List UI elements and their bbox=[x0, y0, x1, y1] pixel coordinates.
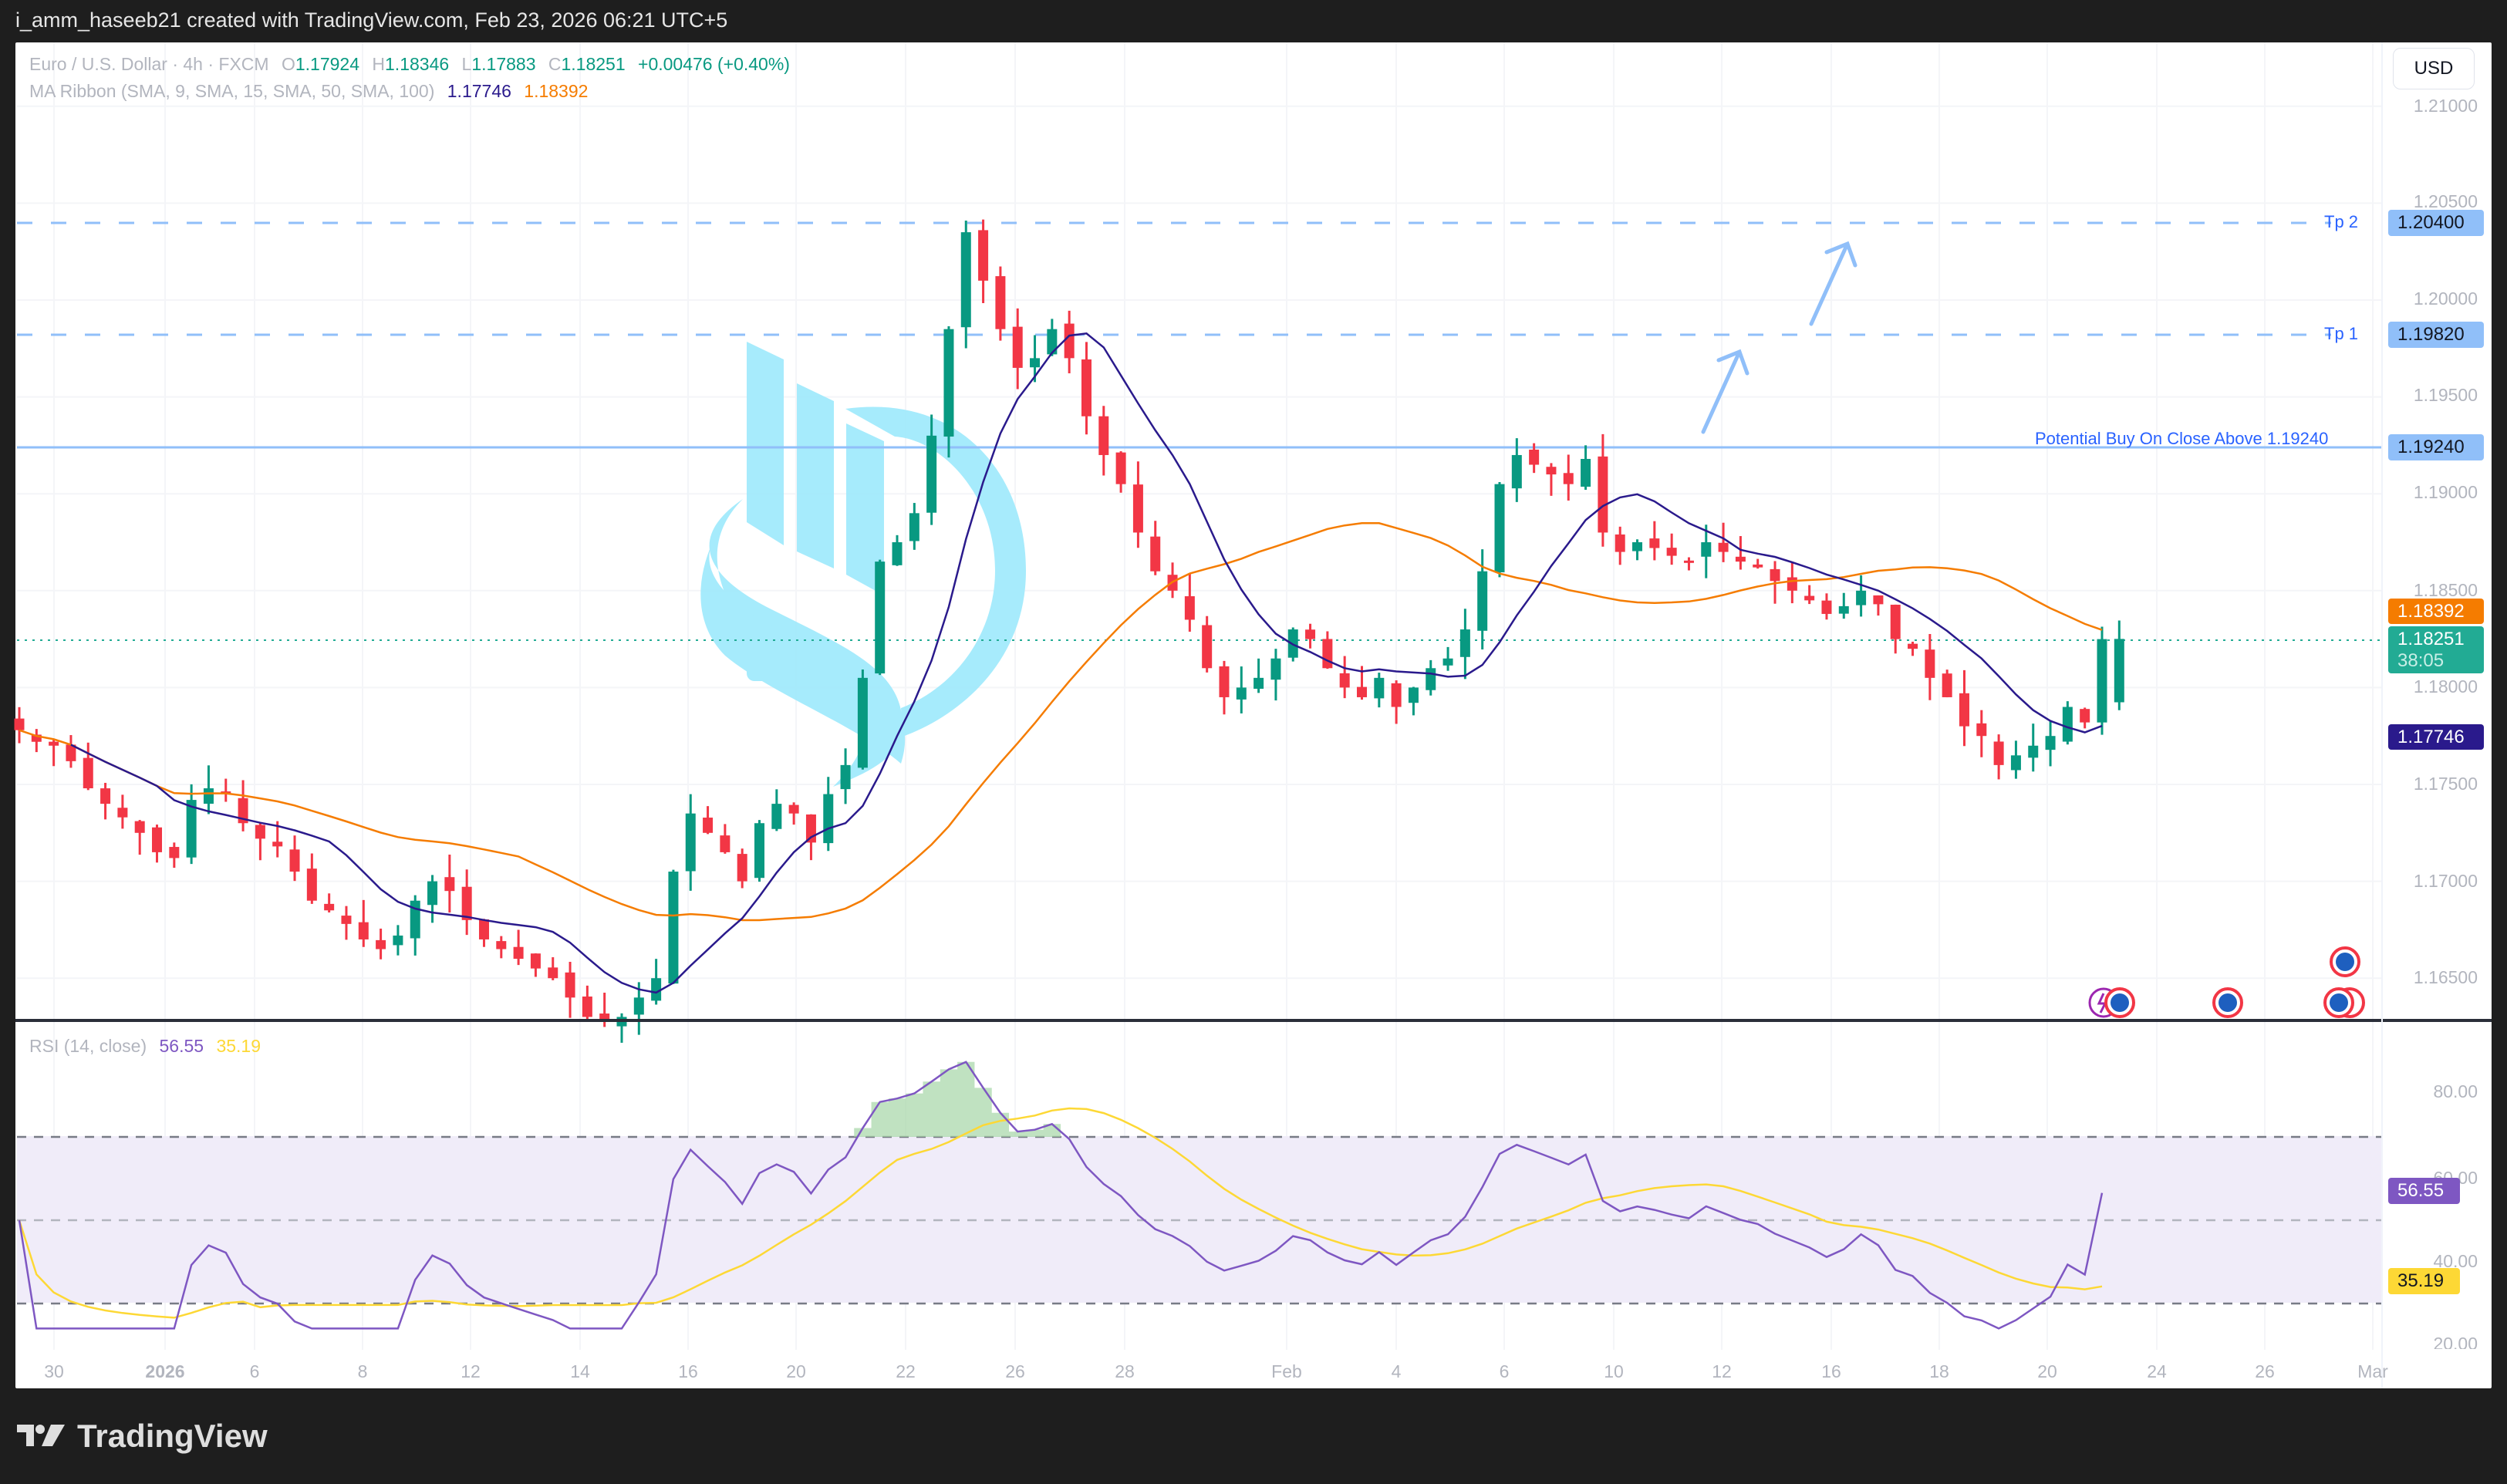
time-tick: 20 bbox=[786, 1361, 806, 1381]
price-tick: 1.17000 bbox=[2413, 871, 2478, 891]
tradingview-logo[interactable]: TradingView bbox=[17, 1413, 268, 1459]
time-tick: 16 bbox=[1821, 1361, 1841, 1381]
economic-event-icon bbox=[2212, 987, 2243, 1018]
buy-price-tag: 1.19240 bbox=[2388, 434, 2484, 460]
ohlc-low: L1.17883 bbox=[461, 54, 536, 74]
ma-fast-value: 1.17746 bbox=[447, 81, 511, 101]
time-tick: 6 bbox=[1499, 1361, 1510, 1381]
ohlc-close: C1.18251 bbox=[548, 54, 626, 74]
tradingview-logo-icon bbox=[17, 1425, 65, 1446]
ohlc-open: O1.17924 bbox=[281, 54, 359, 74]
time-tick: 4 bbox=[1391, 1361, 1402, 1381]
rsi-label: RSI (14, close) bbox=[29, 1036, 147, 1056]
time-tick: 6 bbox=[249, 1361, 260, 1381]
symbol-name: Euro / U.S. Dollar · 4h · FXCM bbox=[29, 54, 269, 74]
time-tick: Mar bbox=[2357, 1361, 2388, 1381]
last-price: 1.18251 bbox=[2397, 629, 2465, 649]
tp1-price-tag: 1.19820 bbox=[2388, 322, 2484, 348]
buy-level-label: Potential Buy On Close Above 1.19240 bbox=[2035, 429, 2329, 448]
time-tick: 26 bbox=[1005, 1361, 1025, 1381]
target-arrow-icon bbox=[1701, 241, 1857, 434]
economic-event-icon bbox=[2323, 987, 2365, 1018]
economic-event-icon bbox=[2330, 946, 2360, 977]
rsi-tick: 20.00 bbox=[2433, 1334, 2478, 1349]
attribution-header: i_amm_haseeb21 created with TradingView.… bbox=[15, 8, 728, 32]
event-icons bbox=[2088, 946, 2365, 1018]
time-tick: 30 bbox=[44, 1361, 64, 1381]
time-tick: 12 bbox=[461, 1361, 481, 1381]
ohlc-high: H1.18346 bbox=[372, 54, 450, 74]
rsi-band-lines bbox=[17, 1135, 2382, 1305]
candlesticks bbox=[14, 219, 2124, 1043]
price-tick: 1.19500 bbox=[2413, 385, 2478, 405]
time-tick: 26 bbox=[2255, 1361, 2275, 1381]
price-tick: 1.16500 bbox=[2413, 967, 2478, 987]
ma-ribbon-legend[interactable]: MA Ribbon (SMA, 9, SMA, 15, SMA, 50, SMA… bbox=[29, 81, 596, 102]
tp2-price-tag: 1.20400 bbox=[2388, 210, 2484, 236]
tp2-label: Tp 2 bbox=[2324, 212, 2359, 231]
time-tick: 16 bbox=[678, 1361, 698, 1381]
rsi-value-tag: 56.55 bbox=[2388, 1178, 2460, 1204]
time-tick: 28 bbox=[1115, 1361, 1135, 1381]
rsi-ma-tag: 35.19 bbox=[2388, 1268, 2460, 1294]
time-tick: 22 bbox=[896, 1361, 916, 1381]
time-tick: 8 bbox=[357, 1361, 368, 1381]
time-tick: 10 bbox=[1604, 1361, 1624, 1381]
rsi-tick: 80.00 bbox=[2433, 1081, 2478, 1101]
economic-event-icon bbox=[2104, 987, 2135, 1018]
bar-countdown: 38:05 bbox=[2397, 650, 2445, 671]
time-tick: 14 bbox=[570, 1361, 590, 1381]
tp1-label: Tp 1 bbox=[2324, 324, 2359, 343]
time-tick: 18 bbox=[1929, 1361, 1949, 1381]
rsi-overbought-fill bbox=[854, 1061, 1061, 1137]
price-change: +0.00476 (+0.40%) bbox=[638, 54, 790, 74]
time-tick: Feb bbox=[1271, 1361, 1302, 1381]
rsi-line bbox=[18, 1061, 2104, 1330]
ma-slow-value: 1.18392 bbox=[524, 81, 589, 101]
currency-button[interactable]: USD bbox=[2393, 48, 2475, 89]
ma-slow-line bbox=[19, 522, 2103, 922]
price-tick: 1.19000 bbox=[2413, 482, 2478, 502]
last-price-tag: 1.18251 38:05 bbox=[2388, 626, 2484, 673]
rsi-value: 56.55 bbox=[159, 1036, 204, 1056]
time-tick: 24 bbox=[2147, 1361, 2167, 1381]
price-tick: 1.21000 bbox=[2413, 96, 2478, 116]
time-tick: 2026 bbox=[145, 1361, 185, 1381]
ma-ribbon-label: MA Ribbon (SMA, 9, SMA, 15, SMA, 50, SMA… bbox=[29, 81, 435, 101]
brand-name: TradingView bbox=[77, 1418, 268, 1454]
rsi-legend[interactable]: RSI (14, close) 56.55 35.19 bbox=[29, 1036, 268, 1057]
price-tick: 1.20500 bbox=[2413, 191, 2478, 211]
ma-fast-line bbox=[70, 332, 2103, 994]
time-tick: 12 bbox=[1712, 1361, 1732, 1381]
rsi-ma-value: 35.19 bbox=[216, 1036, 261, 1056]
rsi-tick: 40.00 bbox=[2433, 1251, 2478, 1271]
price-tick: 1.20000 bbox=[2413, 288, 2478, 309]
time-tick: 20 bbox=[2037, 1361, 2057, 1381]
ma-slow-price-tag: 1.18392 bbox=[2388, 599, 2484, 624]
price-tick: 1.17500 bbox=[2413, 774, 2478, 794]
rsi-ma-line bbox=[18, 1107, 2103, 1319]
symbol-legend[interactable]: Euro / U.S. Dollar · 4h · FXCM O1.17924 … bbox=[29, 54, 798, 75]
price-tick: 1.18500 bbox=[2413, 580, 2478, 600]
ma-fast-price-tag: 1.17746 bbox=[2388, 724, 2484, 750]
price-tick: 1.18000 bbox=[2413, 676, 2478, 696]
